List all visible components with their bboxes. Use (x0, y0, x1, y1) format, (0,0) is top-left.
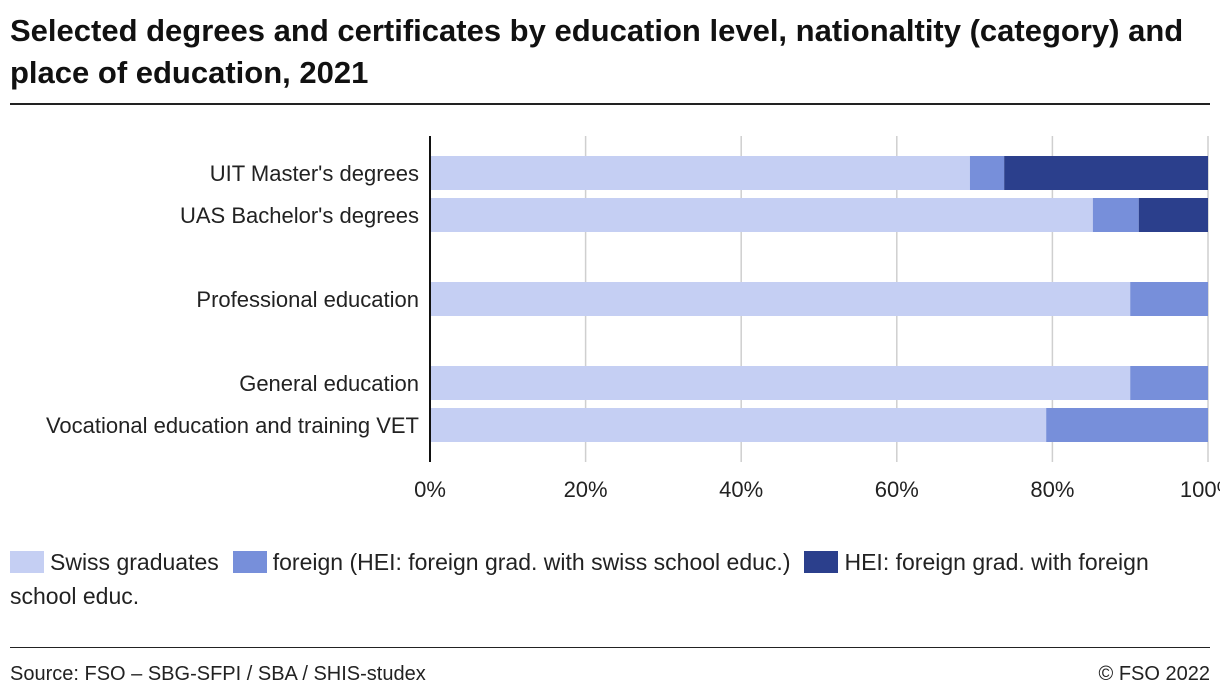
legend-label: foreign (HEI: foreign grad. with swiss s… (272, 549, 791, 575)
bar-segment (430, 282, 1131, 316)
bar-segment (430, 408, 1047, 442)
x-tick-label: 60% (875, 477, 919, 502)
category-label: UAS Bachelor's degrees (180, 203, 419, 228)
legend-item: foreign (HEI: foreign grad. with swiss s… (232, 549, 791, 575)
legend-label: Swiss graduates (50, 549, 219, 575)
bar-segment (1004, 156, 1208, 190)
title-divider (10, 103, 1210, 105)
category-label: Vocational education and training VET (46, 413, 419, 438)
category-label: General education (239, 371, 419, 396)
bar-segment (1046, 408, 1208, 442)
copyright-note: © FSO 2022 (1098, 663, 1210, 685)
bar-segment (430, 156, 970, 190)
x-tick-label: 20% (564, 477, 608, 502)
bar-segment (969, 156, 1005, 190)
x-tick-label: 100% (1180, 477, 1220, 502)
legend-swatch (804, 551, 839, 573)
category-label: UIT Master's degrees (210, 161, 419, 186)
legend: Swiss graduates foreign (HEI: foreign gra… (10, 545, 1210, 613)
bar-segment (1130, 282, 1208, 316)
legend-label: HEI: foreign grad. with foreign school e… (10, 549, 1149, 609)
bar-segment (430, 198, 1093, 232)
bar-segment (1092, 198, 1139, 232)
x-tick-label: 40% (719, 477, 763, 502)
legend-item: HEI: foreign grad. with foreign school e… (10, 549, 1149, 609)
bar-segment (1138, 198, 1208, 232)
legend-item: Swiss graduates (10, 549, 219, 575)
source-note: Source: FSO – SBG-SFPI / SBA / SHIS-stud… (10, 663, 426, 685)
legend-swatch (10, 551, 44, 573)
x-tick-label: 80% (1030, 477, 1074, 502)
category-label: Professional education (196, 287, 419, 312)
stacked-bar-chart: 0% 20% 40% 60% 80% 100% UIT Master's degrees UA… (46, 136, 1220, 502)
bar-segment (430, 366, 1131, 400)
footer-divider (10, 647, 1210, 648)
legend-swatch (232, 551, 267, 573)
x-tick-label: 0% (414, 477, 446, 502)
bar-segment (1130, 366, 1208, 400)
chart-title: Selected degrees and certificates by edu… (10, 13, 1184, 90)
